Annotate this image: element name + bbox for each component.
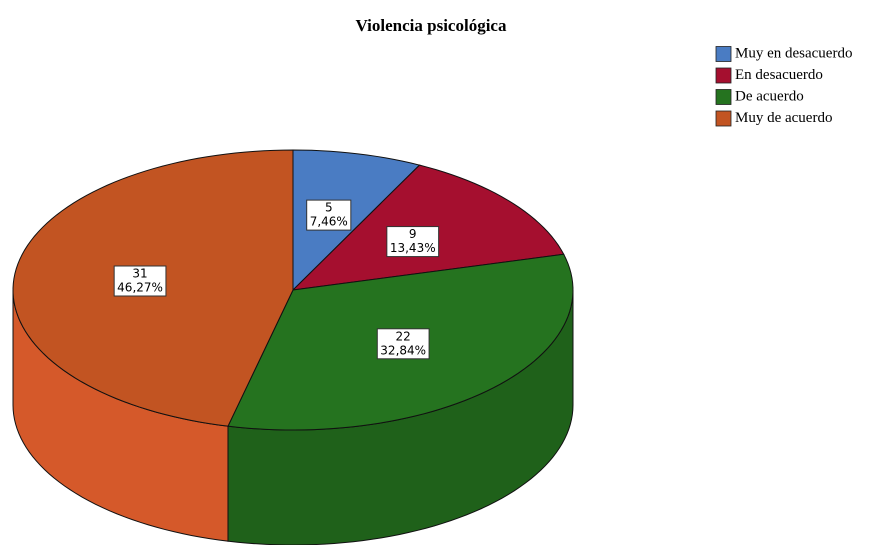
data-label-percent: 13,43% — [390, 241, 436, 255]
legend-label: Muy de acuerdo — [735, 110, 832, 126]
data-label-count: 9 — [409, 227, 417, 241]
data-label-count: 31 — [132, 266, 147, 280]
data-label-box — [376, 328, 430, 360]
chart-title: Violencia psicológica — [356, 16, 507, 35]
data-label-count: 5 — [325, 201, 333, 215]
data-label: 913,43% — [386, 226, 440, 258]
data-label-percent: 7,46% — [310, 215, 348, 229]
legend-swatch — [715, 89, 732, 105]
legend-swatch — [715, 46, 732, 62]
legend-swatch — [715, 110, 732, 127]
data-label-percent: 46,27% — [117, 280, 163, 294]
legend-label: En desacuerdo — [735, 67, 823, 83]
data-label-percent: 32,84% — [380, 343, 426, 357]
legend-swatch — [715, 67, 732, 84]
pie-slice — [292, 149, 421, 292]
data-label-box — [306, 199, 352, 231]
data-label: 57,46% — [306, 199, 352, 231]
data-label-count: 22 — [396, 329, 411, 343]
legend-label: Muy en desacuerdo — [735, 45, 852, 61]
legend-label: De acuerdo — [735, 88, 804, 104]
data-label-box — [113, 265, 167, 297]
data-label-box — [386, 226, 440, 258]
